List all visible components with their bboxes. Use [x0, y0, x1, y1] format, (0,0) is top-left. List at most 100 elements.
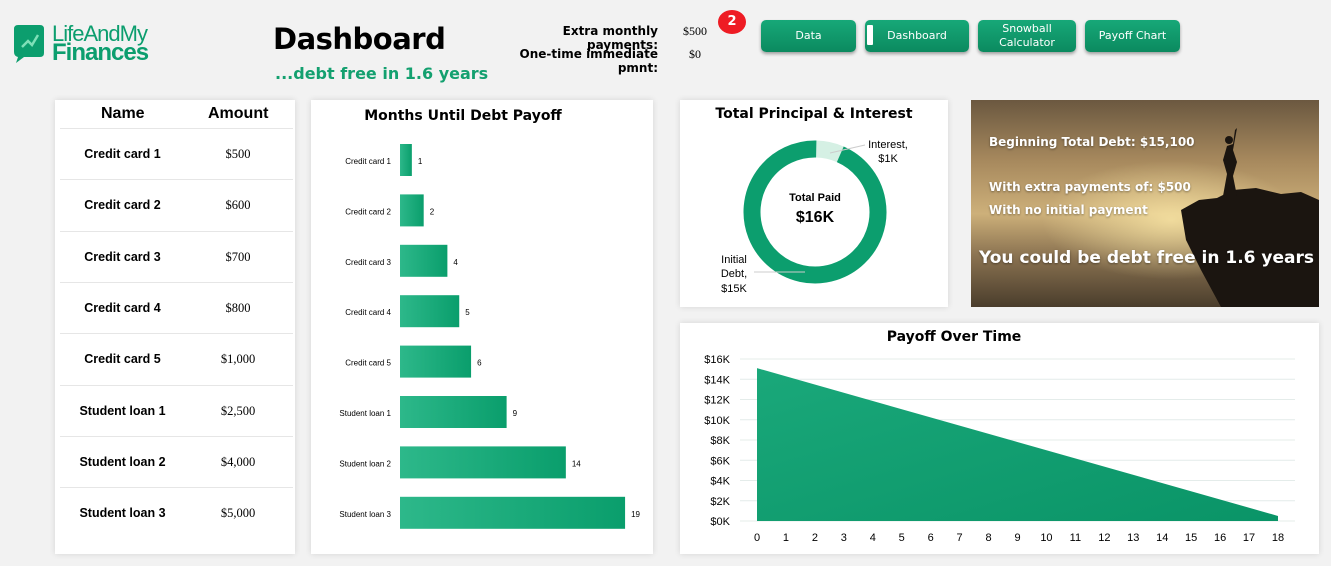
payoff-area — [757, 368, 1278, 521]
x-tick-label: 1 — [783, 532, 789, 544]
bar-category-label: Credit card 5 — [345, 359, 391, 368]
y-tick-label: $12K — [704, 395, 730, 407]
payoff-bar — [400, 295, 460, 328]
bar-category-label: Credit card 1 — [345, 157, 391, 166]
bar-value-label: 9 — [513, 409, 518, 418]
x-tick-label: 17 — [1243, 532, 1255, 544]
table-header-name: Name — [101, 105, 145, 122]
nav-payoff-chart-button[interactable]: Payoff Chart — [1085, 20, 1180, 52]
y-tick-label: $4K — [710, 476, 730, 488]
debt-amount-cell: $600 — [225, 198, 251, 213]
x-tick-label: 5 — [899, 532, 905, 544]
selected-indicator — [867, 25, 873, 45]
donut-slice-principal — [743, 140, 887, 284]
donut-center-label: Total Paid — [789, 192, 841, 204]
onetime-payment-label: One-time immediate pmnt: — [519, 47, 658, 75]
table-row: Credit card 2 $600 — [60, 179, 293, 230]
debt-name-cell: Credit card 5 — [84, 352, 161, 367]
nav-data-label: Data — [795, 29, 822, 42]
nav-snowball-button[interactable]: Snowball Calculator — [978, 20, 1076, 52]
y-tick-label: $16K — [704, 354, 730, 366]
x-tick-label: 10 — [1040, 532, 1052, 544]
brand-logo: LifeAndMy Finances — [12, 21, 162, 66]
months-bar-chart: Credit card 1 1 Credit card 2 2 Credit card … — [339, 144, 641, 529]
y-tick-label: $0K — [710, 516, 730, 528]
x-tick-label: 7 — [957, 532, 963, 544]
x-tick-label: 6 — [928, 532, 934, 544]
y-tick-label: $10K — [704, 415, 730, 427]
summary-photo-card: Beginning Total Debt: $15,100 With extra… — [971, 100, 1319, 307]
interest-leader-line — [829, 144, 866, 154]
bar-value-label: 6 — [477, 359, 482, 368]
brand-line1: LifeAndMy — [52, 21, 148, 46]
principal-label-line2: Debt, — [721, 268, 747, 280]
y-tick-label: $6K — [710, 455, 730, 467]
principal-label-line3: $15K — [721, 283, 747, 295]
onetime-payment-value[interactable]: $0 — [689, 47, 701, 61]
page-subtitle: ...debt free in 1.6 years — [275, 64, 489, 83]
x-tick-label: 14 — [1156, 532, 1168, 544]
debt-name-cell: Credit card 4 — [84, 300, 161, 315]
x-tick-label: 12 — [1098, 532, 1110, 544]
payoff-bar — [400, 244, 448, 277]
logo-mark-icon — [14, 25, 44, 63]
bar-category-label: Credit card 4 — [345, 308, 391, 317]
summary-debt-free: You could be debt free in 1.6 years — [979, 248, 1314, 268]
debt-amount-cell: $2,500 — [220, 403, 256, 418]
extra-payment-value[interactable]: $500 — [683, 24, 707, 38]
table-row: Student loan 2 $4,000 — [60, 435, 293, 487]
x-tick-label: 18 — [1272, 532, 1284, 544]
debt-name-cell: Student loan 1 — [79, 403, 166, 418]
extra-payment-label: Extra monthly payments: — [562, 24, 658, 52]
bar-value-label: 19 — [631, 510, 640, 519]
climber-silhouette-icon — [1181, 128, 1319, 307]
bar-value-label: 5 — [465, 308, 470, 317]
bar-category-label: Student loan 3 — [339, 510, 391, 519]
donut-slice-interest — [815, 140, 844, 163]
debt-amount-cell: $5,000 — [220, 506, 256, 521]
bar-category-label: Credit card 2 — [345, 207, 391, 216]
y-tick-label: $14K — [704, 374, 730, 386]
table-row: Credit card 3 $700 — [60, 230, 293, 282]
y-tick-label: $2K — [710, 496, 730, 508]
step-badge: 2 — [718, 10, 746, 34]
summary-extra-payments: With extra payments of: $500 — [989, 180, 1191, 194]
debt-table-card — [55, 100, 295, 554]
page-title: Dashboard — [273, 22, 446, 56]
debt-name-cell: Student loan 3 — [79, 506, 166, 521]
x-tick-label: 0 — [754, 532, 760, 544]
bar-category-label: Student loan 1 — [339, 409, 391, 418]
table-row: Student loan 3 $5,000 — [60, 487, 293, 538]
nav-snowball-label: Snowball Calculator — [999, 22, 1055, 49]
nav-dashboard-button[interactable]: Dashboard — [865, 20, 969, 52]
principal-label-line1: Initial — [721, 254, 747, 266]
interest-label-line2: $1K — [878, 153, 898, 165]
debt-name-cell: Credit card 2 — [84, 198, 161, 213]
summary-initial-payment: With no initial payment — [989, 203, 1148, 217]
x-tick-label: 9 — [1014, 532, 1020, 544]
debt-name-cell: Student loan 2 — [79, 454, 166, 469]
payoff-bar — [400, 144, 412, 176]
debt-name-cell: Credit card 3 — [84, 249, 161, 264]
bar-category-label: Student loan 2 — [339, 459, 391, 468]
payoff-bar — [400, 496, 626, 529]
donut-chart: Total Paid $16K Interest, $1K Initial De… — [721, 139, 908, 295]
debt-amount-cell: $1,000 — [220, 352, 256, 367]
x-tick-label: 3 — [841, 532, 847, 544]
payoff-bar — [400, 446, 566, 479]
x-tick-label: 8 — [985, 532, 991, 544]
x-tick-label: 4 — [870, 532, 876, 544]
brand-line2: Finances — [52, 39, 149, 66]
bar-value-label: 1 — [418, 157, 423, 166]
x-tick-label: 16 — [1214, 532, 1226, 544]
bar-value-label: 14 — [572, 459, 581, 468]
debt-amount-cell: $800 — [225, 300, 251, 315]
payoff-bar — [400, 396, 507, 428]
summary-beginning-debt: Beginning Total Debt: $15,100 — [989, 135, 1195, 149]
donut-title: Total Principal & Interest — [715, 106, 913, 122]
debt-amount-cell: $700 — [225, 249, 251, 264]
bar-value-label: 2 — [430, 207, 435, 216]
nav-data-button[interactable]: Data — [761, 20, 856, 52]
table-row: Credit card 4 $800 — [60, 281, 293, 333]
